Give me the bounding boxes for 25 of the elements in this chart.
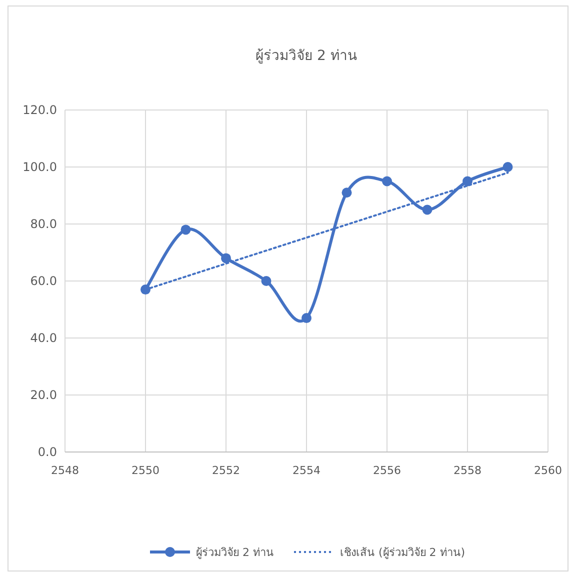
y-tick-label: 100.0 <box>22 160 57 174</box>
point <box>422 204 432 215</box>
point <box>221 253 231 264</box>
y-tick-label: 0.0 <box>38 445 57 459</box>
x-tick-label: 2550 <box>132 464 160 477</box>
y-tick-label: 40.0 <box>30 331 57 345</box>
y-tick-label: 120.0 <box>22 103 57 117</box>
x-tick-label: 2556 <box>373 464 401 477</box>
x-tick-label: 2558 <box>454 464 482 477</box>
y-tick-label: 80.0 <box>30 217 57 231</box>
y-tick-label: 60.0 <box>30 274 57 288</box>
x-tick-label: 2552 <box>212 464 240 477</box>
point <box>502 162 513 172</box>
x-tick-label: 2554 <box>292 464 320 477</box>
point <box>180 224 191 235</box>
x-tick-label: 2548 <box>51 464 79 477</box>
title: ผู้ร่วมวิจัย 2 ท่าน <box>256 48 358 64</box>
legend-label: เชิงเส้น (ผู้ร่วมวิจัย 2 ท่าน) <box>340 546 466 559</box>
point <box>342 188 352 198</box>
point <box>261 276 272 286</box>
legend-label: ผู้ร่วมวิจัย 2 ท่าน <box>196 546 274 559</box>
point <box>302 313 312 324</box>
x-tick-label: 2560 <box>534 464 562 477</box>
y-tick-label: 20.0 <box>30 388 57 402</box>
point <box>382 176 392 186</box>
